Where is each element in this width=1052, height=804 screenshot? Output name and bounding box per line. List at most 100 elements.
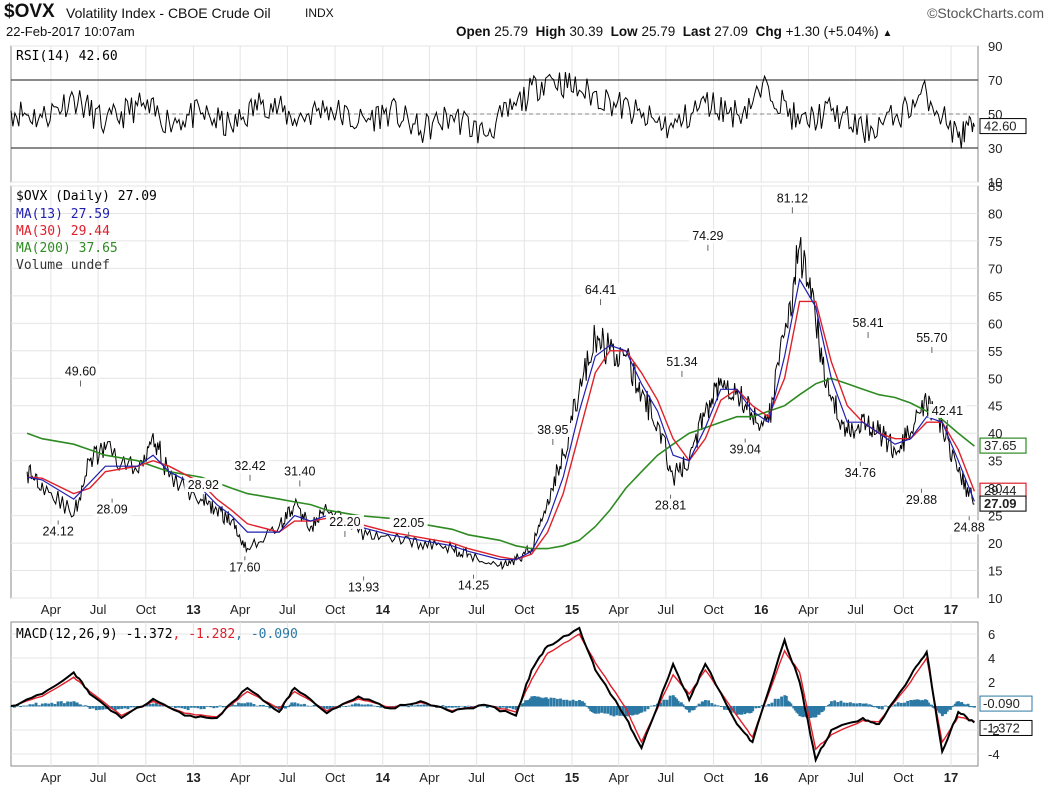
annotation-label: 32.42: [234, 459, 265, 473]
macd-histogram-bar: [744, 706, 748, 713]
annotation-label-bg: [651, 498, 690, 513]
macd-histogram-bar: [937, 706, 941, 713]
price-y-tick-label: 80: [988, 206, 1002, 221]
macd-histogram-bar: [949, 706, 952, 710]
macd-y-tick-label: -4: [988, 747, 1000, 762]
chg-up-arrow-icon: ▲: [882, 28, 893, 39]
macd-histogram-bar: [582, 702, 586, 707]
macd-histogram-bar: [820, 706, 824, 713]
macd-histogram-bar: [678, 703, 682, 707]
macd-histogram-bar: [284, 706, 287, 709]
macd-histogram-bar: [579, 701, 583, 707]
macd-histogram-bar: [915, 699, 919, 707]
macd-histogram-bar: [694, 706, 698, 708]
macd-histogram-bar: [75, 702, 79, 707]
macd-histogram-bar: [552, 697, 556, 707]
macd-histogram-bar: [404, 705, 407, 707]
macd-histogram-bar: [252, 704, 256, 707]
macd-histogram-bar: [819, 706, 823, 713]
macd-histogram-bar: [331, 706, 335, 709]
macd-histogram-bar: [413, 705, 417, 707]
macd-histogram-bar: [866, 706, 870, 707]
macd-histogram-bar: [692, 706, 696, 710]
macd-histogram-bar: [360, 704, 364, 707]
macd-histogram-bar: [923, 699, 927, 707]
macd-histogram-bar: [34, 702, 38, 707]
macd-histogram-bar: [170, 706, 174, 707]
macd-histogram-bar: [372, 705, 376, 707]
annotation-label-bg: [849, 316, 888, 331]
macd-histogram-bar: [687, 706, 691, 713]
macd-histogram-bar: [574, 700, 578, 707]
annotation-label-bg: [912, 330, 951, 345]
macd-histogram-bar: [519, 706, 523, 707]
macd-histogram-bar: [754, 706, 758, 709]
macd-histogram-bar: [609, 706, 613, 716]
macd-histogram-bar: [917, 699, 921, 707]
annotation-label: 29.88: [906, 493, 937, 507]
macd-histogram-bar: [536, 696, 540, 707]
macd-histogram-bar: [85, 705, 89, 707]
macd-histogram-bar: [246, 702, 250, 707]
macd-histogram-bar: [646, 706, 650, 710]
macd-histogram-bar: [37, 705, 41, 707]
macd-histogram-bar: [814, 706, 818, 718]
rsi-line: [10, 71, 975, 149]
macd-histogram-bar: [189, 706, 193, 708]
macd-histogram-bar: [369, 704, 373, 707]
annotation-label: 22.20: [329, 515, 360, 529]
macd-histogram-bar: [498, 706, 502, 709]
macd-histogram-bar: [288, 704, 292, 707]
annotation-label: 22.05: [393, 516, 424, 530]
macd-histogram-bar: [776, 698, 780, 707]
macd-histogram-bar: [793, 706, 797, 711]
macd-histogram-bar: [955, 701, 959, 707]
macd-histogram-bar: [928, 704, 932, 707]
macd-histogram-bar: [88, 706, 92, 709]
macd-histogram-bar: [555, 698, 559, 707]
annotation-label: 55.70: [916, 331, 947, 345]
macd-histogram-bar: [746, 706, 750, 712]
price-panel-frame: [10, 185, 979, 599]
macd-histogram-bar: [634, 706, 637, 714]
price-y-tick-label: 45: [988, 399, 1002, 414]
price-x-tick-label: Jul: [279, 602, 296, 617]
macd-histogram-bar: [863, 703, 867, 707]
annotation-label: 28.09: [96, 503, 127, 517]
macd-histogram-bar: [543, 697, 547, 707]
price-right-tag-label: 27.09: [984, 496, 1017, 511]
macd-histogram-bar: [533, 696, 537, 707]
macd-histogram-bar: [809, 706, 813, 718]
annotation-label: 42.41: [932, 404, 963, 418]
macd-histogram-bar: [940, 706, 944, 717]
macd-x-tick-label: Oct: [136, 770, 157, 785]
macd-x-tick-label: Jul: [279, 770, 296, 785]
macd-histogram-bar: [729, 706, 733, 713]
macd-histogram-bar: [63, 703, 66, 707]
macd-histogram-bar: [931, 706, 935, 708]
rsi-y-tick-label: 90: [988, 39, 1002, 54]
annotation-label: 24.12: [43, 524, 74, 538]
macd-histogram-bar: [186, 706, 190, 711]
macd-histogram-bar: [154, 703, 158, 707]
macd-histogram-bar: [571, 699, 575, 707]
macd-histogram-bar: [798, 706, 802, 717]
price-x-tick-label: 17: [944, 602, 958, 617]
macd-histogram-bar: [69, 701, 73, 707]
rsi-y-tick-label: 50: [988, 107, 1002, 122]
price-x-tick-label: 13: [186, 602, 200, 617]
annotation-label: 24.88: [954, 520, 985, 534]
macd-histogram-bar: [652, 705, 656, 707]
price-right-tag-label: 29.44: [984, 483, 1017, 498]
macd-legend-name: MACD(12,26,9) -1.372: [16, 627, 173, 642]
annotation-label: 49.60: [65, 364, 96, 378]
macd-histogram-bar: [199, 706, 203, 710]
price-x-tick-label: Oct: [325, 602, 346, 617]
macd-histogram-bar: [296, 703, 300, 707]
macd-histogram-bar: [86, 706, 90, 708]
macd-histogram-bar: [817, 706, 821, 715]
macd-histogram-bar: [508, 706, 512, 709]
macd-histogram-bar: [101, 706, 105, 710]
macd-x-tick-label: Apr: [419, 770, 440, 785]
macd-histogram-bar: [120, 706, 124, 709]
